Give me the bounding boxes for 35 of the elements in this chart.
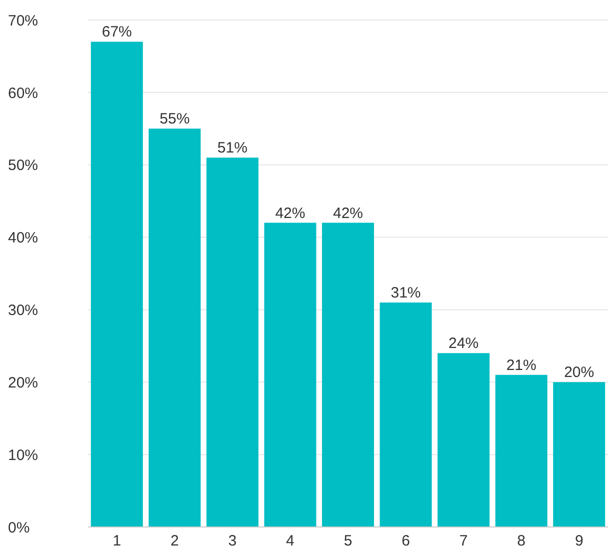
bar — [148, 128, 201, 527]
data-label: 24% — [448, 335, 479, 352]
x-tick-label: 8 — [517, 532, 526, 550]
data-label: 55% — [160, 110, 190, 128]
data-label: 31% — [390, 284, 421, 302]
x-tick-label: 4 — [286, 532, 294, 550]
data-label: 42% — [332, 204, 364, 222]
x-tick-label: 1 — [112, 532, 122, 550]
x-tick-label: 2 — [170, 532, 179, 550]
x-tick-label: 6 — [402, 532, 410, 550]
y-tick-label: 30% — [8, 302, 38, 320]
y-tick-label: 10% — [8, 446, 38, 464]
y-tick-label: 0% — [8, 519, 30, 536]
bar — [264, 222, 316, 527]
y-tick-label: 20% — [8, 374, 38, 392]
data-label: 67% — [102, 24, 132, 41]
x-tick-label: 3 — [228, 532, 237, 550]
data-label: 42% — [275, 204, 306, 222]
x-tick-label: 5 — [344, 532, 352, 550]
bar — [380, 302, 432, 527]
bar — [206, 158, 258, 527]
bar — [553, 382, 606, 527]
y-tick-label: 60% — [8, 84, 38, 102]
data-label: 51% — [217, 140, 248, 157]
data-label: 20% — [564, 364, 594, 382]
y-tick-label: 70% — [8, 12, 38, 30]
bar — [438, 353, 490, 527]
data-label: 21% — [506, 356, 536, 374]
bar — [322, 222, 374, 527]
y-tick-label: 50% — [8, 157, 38, 174]
bar — [495, 374, 548, 527]
y-tick-label: 40% — [8, 230, 38, 247]
x-tick-label: 7 — [459, 532, 468, 550]
bar — [90, 42, 143, 527]
x-tick-label: 9 — [574, 532, 584, 550]
